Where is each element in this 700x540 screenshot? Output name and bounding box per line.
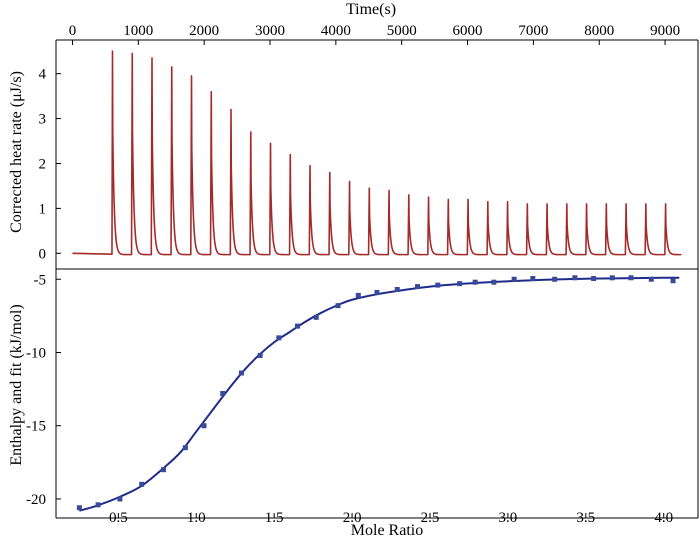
enthalpy-point: [220, 391, 226, 396]
time-tick-label: 0: [69, 23, 77, 39]
enthalpy-tick-label: -15: [26, 419, 46, 435]
time-tick-label: 4000: [321, 23, 351, 39]
enthalpy-point: [552, 276, 558, 282]
heat-rate-trace-layer: [72, 50, 682, 256]
heat-rate-tick-label: 4: [39, 67, 47, 83]
enthalpy-point: [648, 276, 654, 282]
y-axis-title-enthalpy: Enthalpy and fit (kJ/mol): [8, 304, 25, 465]
time-tick-label: 1000: [123, 23, 153, 39]
x-axis-title-mole-ratio: Mole Ratio: [351, 522, 423, 539]
enthalpy-points-layer: [76, 275, 676, 511]
enthalpy-point: [76, 505, 82, 511]
enthalpy-point: [276, 335, 282, 341]
time-tick-label: 3000: [255, 23, 285, 39]
plot-frame: [55, 39, 699, 519]
enthalpy-axes: 0.5 1.0 1.5 2.0 2.5 3.0 3.5 4.0-5-10-15-20: [26, 272, 673, 526]
enthalpy-point: [161, 467, 167, 473]
heat-rate-trace: [72, 50, 682, 256]
enthalpy-point: [201, 423, 207, 429]
enthalpy-point: [295, 323, 301, 329]
enthalpy-point: [117, 496, 123, 502]
enthalpy-point: [415, 284, 421, 290]
time-tick-label: 2000: [189, 23, 219, 39]
enthalpy-point: [95, 502, 101, 508]
time-tick-label: 8000: [584, 23, 614, 39]
x-axis-title-time: Time(s): [346, 1, 396, 18]
enthalpy-point: [238, 370, 244, 376]
enthalpy-point: [139, 481, 145, 487]
enthalpy-point: [435, 282, 441, 288]
enthalpy-point: [591, 276, 597, 282]
enthalpy-point: [394, 287, 400, 293]
enthalpy-point: [355, 292, 361, 298]
enthalpy-point: [313, 314, 319, 320]
heat-rate-tick-label: 0: [39, 246, 47, 262]
enthalpy-point: [572, 275, 578, 281]
enthalpy-tick-label: -5: [34, 272, 47, 288]
heat-rate-tick-label: 1: [39, 201, 47, 217]
heat-rate-tick-label: 3: [39, 112, 47, 128]
enthalpy-point: [457, 281, 463, 287]
enthalpy-point: [374, 289, 380, 295]
enthalpy-point: [335, 303, 341, 309]
enthalpy-fit-layer: [79, 276, 680, 512]
enthalpy-point: [670, 278, 676, 284]
enthalpy-point: [472, 279, 478, 285]
enthalpy-point: [491, 279, 497, 285]
enthalpy-point: [257, 352, 263, 358]
time-tick-label: 9000: [650, 23, 680, 39]
enthalpy-panel: 0.5 1.0 1.5 2.0 2.5 3.0 3.5 4.0-5-10-15-20 Mole…: [8, 272, 680, 539]
time-tick-label: 5000: [387, 23, 417, 39]
enthalpy-point: [511, 276, 517, 282]
heat-rate-tick-label: 2: [39, 156, 47, 172]
y-axis-title-heat-rate: Corrected heat rate (μJ/s): [8, 71, 25, 233]
heat-rate-panel: 0 1000 2000 3000 4000 5000 6000 7000 8000 9000 0 1 2…: [8, 1, 682, 262]
enthalpy-point: [182, 445, 188, 451]
enthalpy-tick-label: -10: [26, 345, 46, 361]
time-tick-label: 6000: [453, 23, 483, 39]
enthalpy-point: [530, 276, 536, 282]
time-tick-label: 7000: [518, 23, 548, 39]
enthalpy-point: [609, 275, 615, 281]
heat-rate-axes: 0 1000 2000 3000 4000 5000 6000 7000 8000 9000 0 1 2…: [39, 23, 681, 262]
enthalpy-point: [628, 275, 634, 281]
enthalpy-tick-label: -20: [26, 492, 46, 508]
enthalpy-fit-curve: [79, 276, 680, 512]
